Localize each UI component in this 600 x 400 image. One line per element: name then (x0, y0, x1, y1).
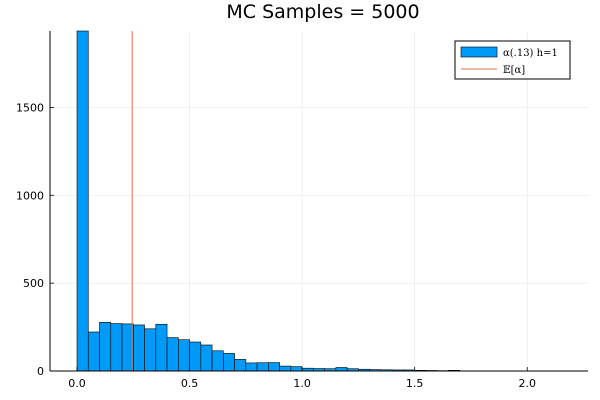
histogram-bar (200, 344, 213, 372)
histogram-bar (178, 339, 190, 372)
y-tick-labels: 0 500 1000 1500 (16, 101, 54, 378)
histogram-bar (223, 353, 235, 372)
y-tick-label: 1500 (16, 101, 44, 114)
x-tick-label: 0.0 (68, 377, 86, 390)
histogram-bar (166, 337, 179, 372)
histogram-bar (144, 328, 157, 372)
histogram-bar (121, 323, 134, 372)
y-tick-label: 1000 (16, 189, 44, 202)
legend-label-histogram: α(.13) h=1 (503, 48, 558, 59)
histogram-bar (87, 331, 100, 372)
histogram-bar (268, 362, 280, 372)
x-tick-label: 2.0 (518, 377, 536, 390)
histogram-bar (110, 323, 123, 372)
chart-title: MC Samples = 5000 (226, 1, 419, 23)
histogram-bar (245, 362, 258, 372)
y-tick-label: 500 (23, 277, 44, 290)
histogram-bar (290, 366, 303, 372)
histogram-bar (99, 322, 112, 372)
legend-label-mean: 𝔼[α] (503, 65, 525, 76)
y-tick-label: 0 (37, 365, 44, 378)
histogram-bar (279, 365, 292, 372)
histogram-bar (211, 350, 224, 372)
histogram-bar (189, 341, 202, 372)
histogram-bar (256, 362, 269, 372)
histogram-bar (234, 359, 247, 372)
histogram-bar (76, 30, 89, 372)
histogram-bar (132, 324, 145, 372)
x-tick-labels: 0.0 0.5 1.0 1.5 2.0 (68, 367, 536, 390)
histogram-bar (335, 367, 348, 372)
x-tick-label: 0.5 (181, 377, 199, 390)
legend: α(.13) h=1 𝔼[α] (454, 40, 571, 80)
x-tick-label: 1.5 (406, 377, 424, 390)
x-tick-label: 1.0 (293, 377, 311, 390)
histogram-bar (155, 323, 168, 372)
axes (49, 31, 588, 372)
legend-swatch-histogram (460, 46, 498, 58)
